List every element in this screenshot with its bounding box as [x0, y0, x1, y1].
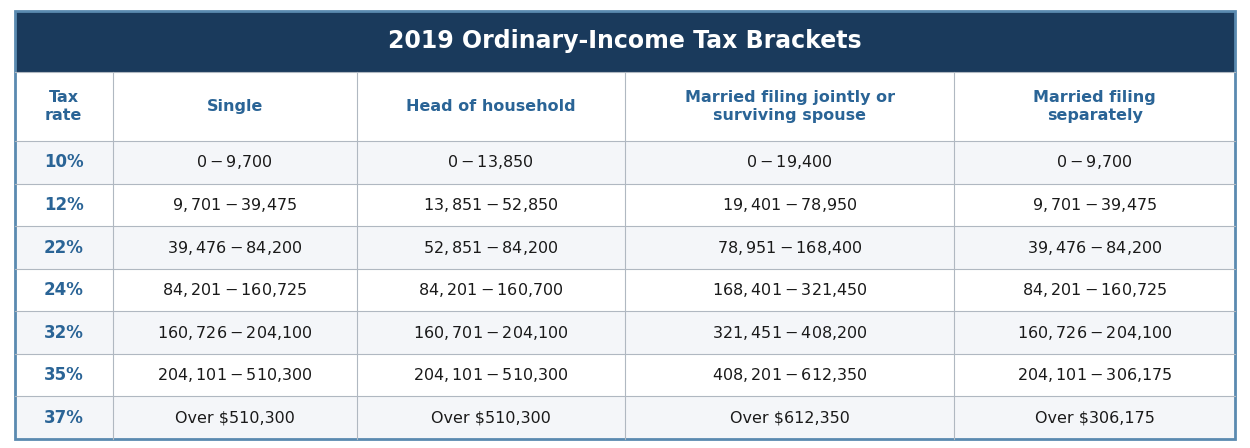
Bar: [15, 396, 112, 439]
Text: $168,401 - $321,450: $168,401 - $321,450: [711, 281, 867, 299]
Text: $84,201 - $160,725: $84,201 - $160,725: [1022, 281, 1168, 299]
Bar: [625, 396, 955, 439]
Text: $9,701 - $39,475: $9,701 - $39,475: [1032, 196, 1158, 214]
Text: $408,201 - $612,350: $408,201 - $612,350: [711, 366, 867, 384]
Bar: [356, 354, 625, 396]
Text: $0 - $9,700: $0 - $9,700: [196, 153, 272, 172]
Bar: [112, 311, 356, 354]
Text: Over $612,350: Over $612,350: [730, 410, 850, 425]
Text: $39,476 - $84,200: $39,476 - $84,200: [1028, 238, 1162, 257]
Text: $19,401 - $78,950: $19,401 - $78,950: [722, 196, 858, 214]
Text: $160,726 - $204,100: $160,726 - $204,100: [156, 323, 312, 342]
Text: $78,951 - $168,400: $78,951 - $168,400: [716, 238, 862, 257]
Bar: [625, 354, 955, 396]
Bar: [112, 269, 356, 311]
Bar: [625, 72, 955, 141]
Text: $13,851 - $52,850: $13,851 - $52,850: [422, 196, 559, 214]
Bar: [625, 184, 955, 226]
Text: Head of household: Head of household: [406, 99, 575, 114]
Bar: [15, 354, 112, 396]
Text: Over $510,300: Over $510,300: [431, 410, 551, 425]
Bar: [356, 311, 625, 354]
Text: $84,201 - $160,700: $84,201 - $160,700: [418, 281, 564, 299]
Text: $52,851 - $84,200: $52,851 - $84,200: [422, 238, 559, 257]
Text: 37%: 37%: [44, 409, 84, 427]
Bar: [955, 141, 1235, 184]
Text: $204,101 - $306,175: $204,101 - $306,175: [1016, 366, 1172, 384]
Bar: [15, 11, 1235, 72]
Text: $0 - $13,850: $0 - $13,850: [448, 153, 534, 172]
Bar: [625, 226, 955, 269]
Bar: [356, 141, 625, 184]
Bar: [356, 72, 625, 141]
Text: 10%: 10%: [44, 153, 84, 172]
Bar: [15, 72, 112, 141]
Bar: [955, 184, 1235, 226]
Bar: [112, 226, 356, 269]
Bar: [955, 311, 1235, 354]
Bar: [955, 269, 1235, 311]
Text: 2019 Ordinary-Income Tax Brackets: 2019 Ordinary-Income Tax Brackets: [389, 30, 861, 53]
Text: Married filing jointly or
surviving spouse: Married filing jointly or surviving spou…: [685, 90, 895, 123]
Bar: [112, 72, 356, 141]
Bar: [356, 184, 625, 226]
Text: Over $510,300: Over $510,300: [175, 410, 295, 425]
Text: 32%: 32%: [44, 323, 84, 342]
Text: $39,476 - $84,200: $39,476 - $84,200: [166, 238, 302, 257]
Text: Tax
rate: Tax rate: [45, 90, 82, 123]
Bar: [625, 269, 955, 311]
Bar: [356, 396, 625, 439]
Bar: [112, 396, 356, 439]
Text: $84,201 - $160,725: $84,201 - $160,725: [161, 281, 308, 299]
Text: Single: Single: [206, 99, 262, 114]
Text: $204,101 - $510,300: $204,101 - $510,300: [156, 366, 312, 384]
Text: 35%: 35%: [44, 366, 84, 384]
Text: 12%: 12%: [44, 196, 84, 214]
Text: Over $306,175: Over $306,175: [1035, 410, 1155, 425]
Bar: [955, 354, 1235, 396]
Text: $0 - $19,400: $0 - $19,400: [746, 153, 833, 172]
Text: 24%: 24%: [44, 281, 84, 299]
Text: $160,701 - $204,100: $160,701 - $204,100: [412, 323, 569, 342]
Bar: [112, 184, 356, 226]
Bar: [15, 226, 112, 269]
Bar: [15, 311, 112, 354]
Bar: [112, 141, 356, 184]
Text: Married filing
separately: Married filing separately: [1034, 90, 1156, 123]
Bar: [625, 311, 955, 354]
Text: $9,701 - $39,475: $9,701 - $39,475: [173, 196, 298, 214]
Bar: [15, 184, 112, 226]
Bar: [112, 354, 356, 396]
Text: 22%: 22%: [44, 238, 84, 257]
Text: $204,101 - $510,300: $204,101 - $510,300: [412, 366, 569, 384]
Bar: [955, 226, 1235, 269]
Bar: [625, 141, 955, 184]
Bar: [955, 72, 1235, 141]
Bar: [356, 269, 625, 311]
Bar: [15, 269, 112, 311]
Bar: [356, 226, 625, 269]
Text: $160,726 - $204,100: $160,726 - $204,100: [1016, 323, 1172, 342]
Bar: [955, 396, 1235, 439]
Text: $0 - $9,700: $0 - $9,700: [1056, 153, 1132, 172]
Bar: [15, 141, 112, 184]
Text: $321,451 - $408,200: $321,451 - $408,200: [711, 323, 867, 342]
